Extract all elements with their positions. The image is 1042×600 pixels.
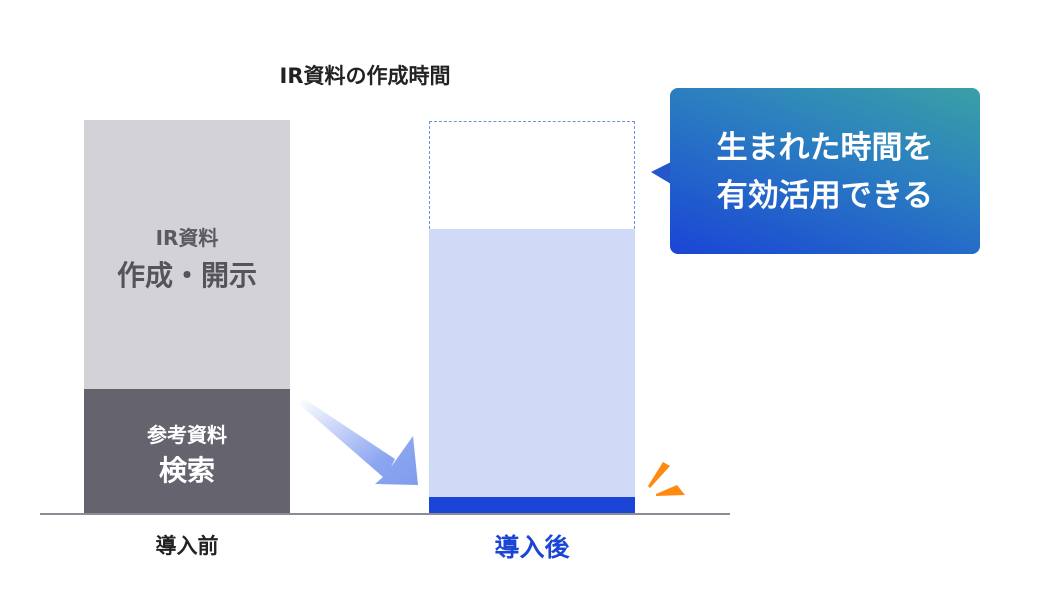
callout-line-2: 有効活用できる [716, 178, 934, 214]
baseline [40, 513, 730, 515]
callout-tail [651, 162, 671, 184]
after-bar-light [429, 229, 635, 497]
before-lower-label-1: 参考資料 [147, 423, 227, 447]
before-label: 導入前 [155, 534, 219, 558]
after-label: 導入後 [494, 533, 570, 562]
arrow-icon [299, 398, 418, 485]
callout-line-1: 生まれた時間を [716, 130, 934, 166]
before-lower-label-2: 検索 [158, 454, 215, 487]
callout-box: 生まれた時間を 有効活用できる [670, 88, 980, 254]
before-upper-label-2: 作成・開示 [116, 259, 257, 292]
before-upper-label-1: IR資料 [155, 226, 219, 250]
before-bar-lower: 参考資料 検索 [84, 389, 290, 513]
after-bar-saved-time [429, 121, 635, 229]
sparkle-icon [648, 462, 685, 496]
chart-title: IR資料の作成時間 [279, 64, 451, 88]
before-bar-upper: IR資料 作成・開示 [84, 120, 290, 389]
after-bar-dark [429, 497, 635, 513]
